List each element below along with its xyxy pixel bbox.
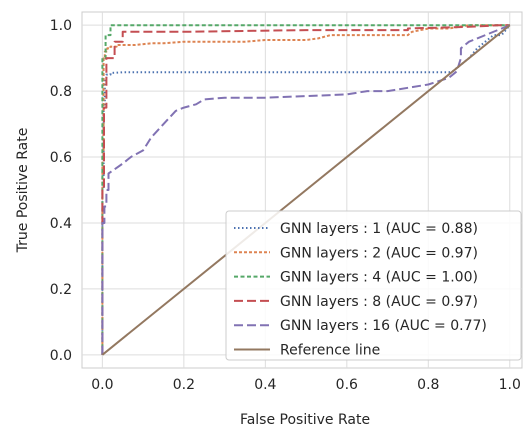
y-tick-label: 0.2 xyxy=(50,282,72,298)
series-line-4 xyxy=(101,24,511,355)
x-ticks: 0.0 0.2 0.4 0.6 0.8 1.0 xyxy=(91,377,521,393)
y-tick-label: 1.0 xyxy=(50,18,72,34)
y-tick-label: 0.0 xyxy=(50,348,72,364)
legend-label-0: GNN layers : 1 (AUC = 0.88) xyxy=(280,221,478,237)
legend: GNN layers : 1 (AUC = 0.88) GNN layers : … xyxy=(225,210,522,361)
x-tick-label: 0.0 xyxy=(91,377,113,393)
series-line-3 xyxy=(101,24,510,355)
legend-label-2: GNN layers : 4 (AUC = 1.00) xyxy=(280,270,478,286)
x-tick-label: 0.4 xyxy=(254,377,276,393)
legend-label-3: GNN layers : 8 (AUC = 0.97) xyxy=(280,294,478,310)
legend-label-4: GNN layers : 16 (AUC = 0.77) xyxy=(280,318,487,334)
y-tick-label: 0.4 xyxy=(50,216,72,232)
x-axis-label: False Positive Rate xyxy=(240,412,370,427)
y-ticks: 0.0 0.2 0.4 0.6 0.8 1.0 xyxy=(50,18,72,364)
x-tick-label: 0.6 xyxy=(336,377,358,393)
series-line-5 xyxy=(101,24,511,356)
legend-label-5: Reference line xyxy=(280,343,380,359)
y-tick-label: 0.6 xyxy=(50,150,72,166)
x-tick-label: 0.2 xyxy=(173,377,195,393)
y-axis-label: True Positive Rate xyxy=(15,128,31,254)
y-tick-label: 0.8 xyxy=(50,84,72,100)
x-tick-label: 1.0 xyxy=(499,377,521,393)
x-tick-label: 0.8 xyxy=(417,377,439,393)
legend-box xyxy=(225,210,522,361)
series-lines xyxy=(101,24,511,356)
legend-label-1: GNN layers : 2 (AUC = 0.97) xyxy=(280,245,478,261)
